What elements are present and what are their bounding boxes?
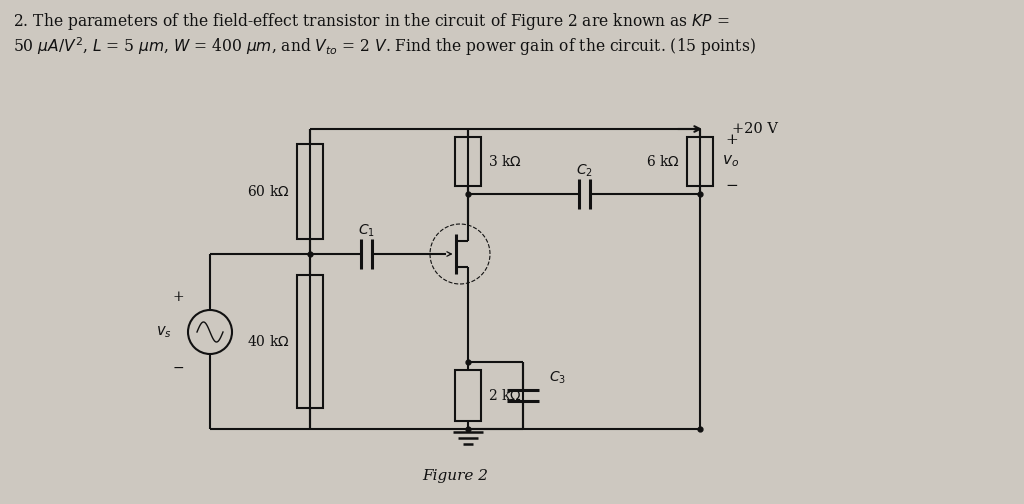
Text: $-$: $-$ [725,176,738,191]
Text: 3 k$\Omega$: 3 k$\Omega$ [488,154,522,169]
Text: +: + [172,290,184,304]
Text: 6 k$\Omega$: 6 k$\Omega$ [646,154,680,169]
Text: $v_s$: $v_s$ [157,324,172,340]
Text: Figure 2: Figure 2 [422,469,488,483]
Text: 2 k$\Omega$: 2 k$\Omega$ [488,388,522,403]
Text: $C_2$: $C_2$ [575,163,593,179]
Text: 60 k$\Omega$: 60 k$\Omega$ [248,184,290,199]
Bar [297,275,323,408]
Text: $v_o$: $v_o$ [722,154,739,169]
Bar [687,137,713,186]
Text: 50 $\mu A/V^2$, $L$ = 5 $\mu m$, $W$ = 400 $\mu m$, and $V_{to}$ = 2 $V$. Find t: 50 $\mu A/V^2$, $L$ = 5 $\mu m$, $W$ = 4… [13,36,756,58]
Bar [297,144,323,239]
Bar [455,370,481,421]
Text: $C_1$: $C_1$ [357,223,375,239]
Text: 40 k$\Omega$: 40 k$\Omega$ [248,334,290,349]
Text: $-$: $-$ [172,360,184,374]
Text: 2. The parameters of the field-effect transistor in the circuit of Figure 2 are : 2. The parameters of the field-effect tr… [13,12,729,32]
Text: +: + [725,133,737,147]
Bar [455,137,481,186]
Text: +20 V: +20 V [732,122,778,136]
Text: $C_3$: $C_3$ [549,369,566,386]
